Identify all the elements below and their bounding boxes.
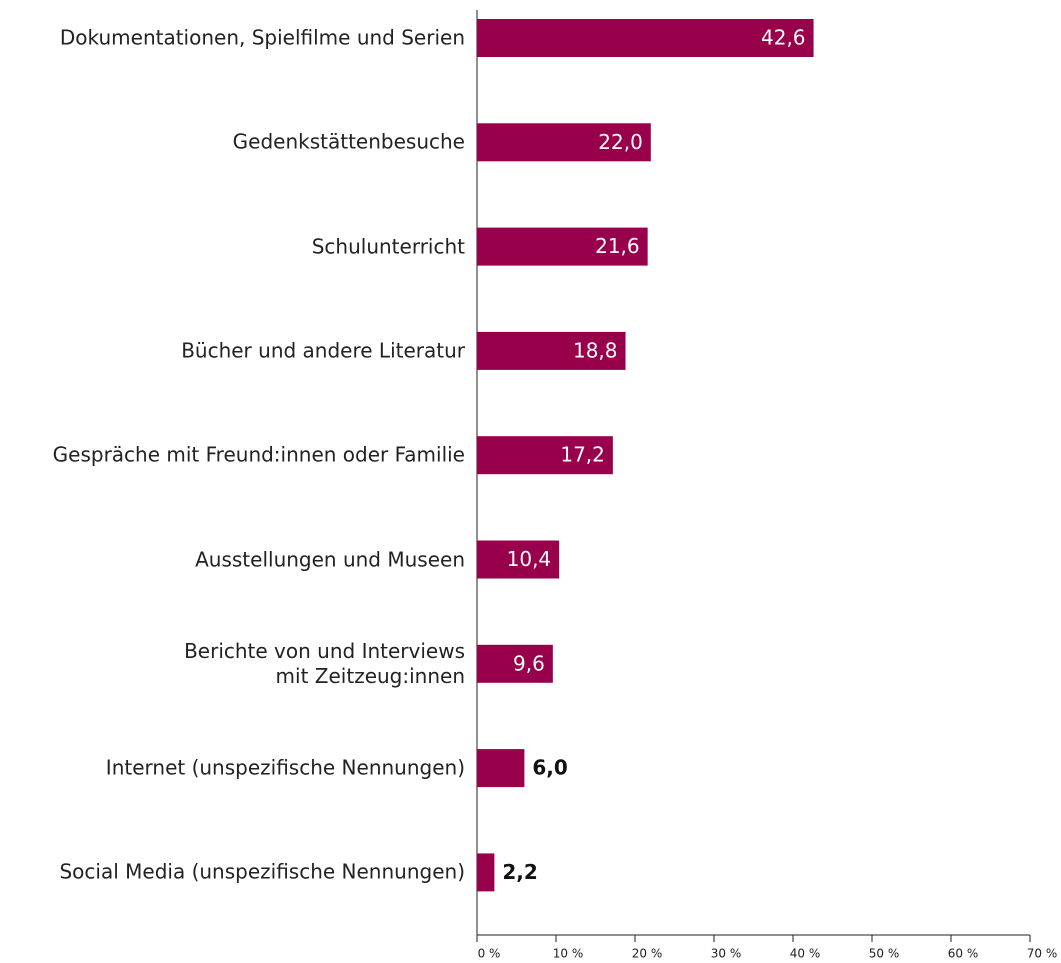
value-label: 9,6 [513, 651, 545, 675]
x-tick-label: 30 % [711, 947, 742, 961]
bar [477, 436, 613, 475]
bar [477, 331, 626, 370]
category-label: Gedenkstättenbesuche [232, 129, 465, 154]
category-label: Berichte von und Interviews mit Zeitzeug… [184, 638, 465, 688]
x-tick-label: 70 % [1027, 947, 1058, 961]
value-label: 2,2 [502, 860, 537, 884]
bar [477, 123, 651, 162]
category-label: Bücher und andere Literatur [181, 338, 465, 363]
bar [477, 749, 525, 788]
value-label: 18,8 [573, 338, 618, 362]
value-label: 10,4 [507, 547, 552, 571]
x-tick-label: 60 % [948, 947, 979, 961]
category-label: Internet (unspezifische Nennungen) [105, 755, 465, 780]
category-label: Schulunterricht [311, 234, 465, 259]
value-label: 17,2 [560, 443, 605, 467]
bar [477, 227, 648, 266]
value-label: 6,0 [532, 756, 567, 780]
bar [477, 19, 814, 57]
bar [477, 853, 495, 892]
value-label: 22,0 [598, 130, 643, 154]
x-tick-label: 0 % [478, 947, 501, 961]
x-tick-label: 10 % [553, 947, 584, 961]
x-tick-label: 50 % [869, 947, 900, 961]
x-tick-label: 20 % [632, 947, 663, 961]
category-label: Dokumentationen, Spielfilme und Serien [59, 25, 465, 50]
category-label: Gespräche mit Freund:innen oder Familie [52, 442, 465, 467]
bar [477, 540, 560, 579]
category-label: Ausstellungen und Museen [195, 547, 465, 571]
value-label: 42,6 [761, 26, 806, 50]
x-tick-label: 40 % [790, 947, 821, 961]
value-label: 21,6 [595, 234, 640, 258]
category-label: Social Media (unspezifische Nennungen) [59, 859, 465, 884]
bar [477, 644, 553, 683]
